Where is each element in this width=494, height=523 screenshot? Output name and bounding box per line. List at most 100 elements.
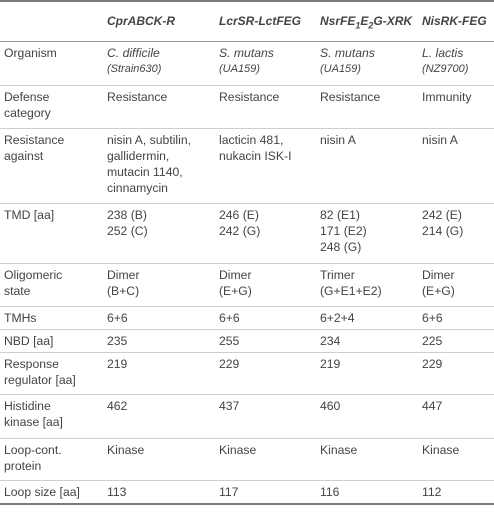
row-label: NBD [aa] — [4, 333, 54, 348]
cell-tmd-c1: 238 (B) 252 (C) — [103, 203, 215, 263]
row-label: Response regulator [aa] — [0, 352, 103, 394]
cell-response-c3: 219 — [320, 356, 341, 371]
cell-resistance-c3: nisin A — [320, 132, 356, 147]
row-defense-category: Defense category Resistance Resistance Re… — [0, 85, 494, 128]
cell-tmhs-c1: 6+6 — [107, 310, 128, 325]
cell-loopsize-c2: 117 — [219, 484, 239, 499]
cell-tmhs-c4: 6+6 — [422, 310, 443, 325]
row-tmd: TMD [aa] 238 (B) 252 (C) 246 (E) 242 (G)… — [0, 203, 494, 263]
row-label-line: protein — [4, 458, 42, 473]
cell-tmhs-c3: 6+2+4 — [320, 310, 355, 325]
cell-line: (E+G) — [219, 283, 252, 298]
cell-line: 252 (C) — [107, 223, 148, 238]
cell-defense-c4: Immunity — [422, 89, 472, 104]
cell-histidine-c1: 462 — [107, 398, 128, 413]
cell-defense-c2: Resistance — [219, 89, 280, 104]
cell-response-c1: 219 — [107, 356, 128, 371]
row-label: Resistance against — [0, 128, 103, 203]
cell-line: 246 (E) — [219, 207, 259, 222]
row-tmhs: TMHs 6+6 6+6 6+2+4 6+6 — [0, 306, 494, 329]
row-label: Histidine kinase [aa] — [0, 394, 103, 438]
cell-oligomeric-c1: Dimer (B+C) — [103, 263, 215, 306]
cell-line: (E+G) — [422, 283, 455, 298]
cell-histidine-c3: 460 — [320, 398, 341, 413]
cell-line: 238 (B) — [107, 207, 147, 222]
row-label: Oligomeric state — [0, 263, 103, 306]
row-label-line: Loop-cont. — [4, 442, 62, 457]
cell-nbd-c4: 225 — [422, 333, 443, 348]
cell-loopsize-c1: 113 — [107, 484, 127, 499]
cell-line: Trimer — [320, 267, 355, 282]
cell-loopsize-c4: 112 — [422, 484, 442, 499]
row-label: TMHs — [4, 310, 37, 325]
cell-resistance-c1: nisin A, subtilin, gallidermin, mutacin … — [103, 128, 215, 203]
row-nbd: NBD [aa] 235 255 234 225 — [0, 329, 494, 352]
row-label-line: Defense — [4, 89, 50, 104]
organism-name: S. mutans — [320, 45, 375, 60]
cell-line: 242 (G) — [219, 223, 261, 238]
cell-resistance-c4: nisin A — [422, 132, 458, 147]
cell-loopcont-c2: Kinase — [219, 442, 257, 457]
header-empty — [0, 1, 103, 41]
row-label: Loop-cont. protein — [0, 438, 103, 480]
row-histidine-kinase: Histidine kinase [aa] 462 437 460 447 — [0, 394, 494, 438]
cell-tmhs-c2: 6+6 — [219, 310, 240, 325]
row-loop-size: Loop size [aa] 113 117 116 112 — [0, 480, 494, 504]
organism-strain: (NZ9700) — [422, 62, 469, 75]
organism-name: C. difficile — [107, 45, 160, 60]
cell-oligomeric-c2: Dimer (E+G) — [215, 263, 316, 306]
row-label: Organism — [4, 45, 57, 60]
row-label-line: kinase [aa] — [4, 414, 63, 429]
organism-strain: (UA159) — [320, 62, 361, 75]
cell-histidine-c4: 447 — [422, 398, 443, 413]
header-nsr-sub2: 2 — [368, 20, 374, 31]
row-label-line: Histidine — [4, 398, 51, 413]
cell-organism-c3: S. mutans (UA159) — [316, 41, 418, 85]
cell-response-c4: 229 — [422, 356, 443, 371]
header-nsr-part2: E — [360, 14, 369, 29]
cell-nbd-c3: 234 — [320, 333, 341, 348]
row-label-line: against — [4, 148, 44, 163]
cell-resistance-c2: lacticin 481, nukacin ISK-I — [215, 128, 316, 203]
cell-line: lacticin 481, — [219, 132, 284, 147]
organism-name: L. lactis — [422, 45, 464, 60]
cell-organism-c2: S. mutans (UA159) — [215, 41, 316, 85]
cell-loopcont-c3: Kinase — [320, 442, 358, 457]
cell-line: 82 (E1) — [320, 207, 360, 222]
cell-defense-c3: Resistance — [320, 89, 381, 104]
row-label: Defense category — [0, 85, 103, 128]
header-row: CprABCK-R LcrSR-LctFEG NsrFE1E2G-XRK Nis… — [0, 1, 494, 41]
comparison-table: CprABCK-R LcrSR-LctFEG NsrFE1E2G-XRK Nis… — [0, 1, 494, 504]
cell-line: cinnamycin — [107, 180, 168, 195]
header-nsr-part3: G-XRK — [373, 14, 413, 29]
cell-defense-c1: Resistance — [107, 89, 168, 104]
cell-nbd-c2: 255 — [219, 333, 240, 348]
cell-oligomeric-c3: Trimer (G+E1+E2) — [316, 263, 418, 306]
cell-line: Dimer — [219, 267, 252, 282]
cell-organism-c1: C. difficile (Strain630) — [103, 41, 215, 85]
cell-tmd-c2: 246 (E) 242 (G) — [215, 203, 316, 263]
cell-line: 248 (G) — [320, 239, 362, 254]
cell-line: 242 (E) — [422, 207, 462, 222]
row-label-line: regulator [aa] — [4, 372, 76, 387]
row-loop-cont-protein: Loop-cont. protein Kinase Kinase Kinase K… — [0, 438, 494, 480]
organism-strain: (UA159) — [219, 62, 260, 75]
header-cprabck-r: CprABCK-R — [107, 14, 175, 29]
cell-nbd-c1: 235 — [107, 333, 128, 348]
row-label: Loop size [aa] — [4, 484, 80, 499]
header-nisrk-feg: NisRK-FEG — [422, 14, 487, 29]
header-nsr-sub1: 1 — [355, 20, 361, 31]
cell-loopcont-c4: Kinase — [422, 442, 460, 457]
row-label-line: state — [4, 283, 31, 298]
row-label-line: category — [4, 105, 51, 120]
cell-histidine-c2: 437 — [219, 398, 240, 413]
cell-line: (G+E1+E2) — [320, 283, 382, 298]
cell-line: gallidermin, — [107, 148, 170, 163]
row-label-line: Oligomeric — [4, 267, 63, 282]
cell-tmd-c4: 242 (E) 214 (G) — [418, 203, 494, 263]
cell-line: Dimer — [107, 267, 140, 282]
cell-tmd-c3: 82 (E1) 171 (E2) 248 (G) — [316, 203, 418, 263]
organism-strain: (Strain630) — [107, 62, 162, 75]
header-nsr-part1: NsrFE — [320, 14, 356, 29]
